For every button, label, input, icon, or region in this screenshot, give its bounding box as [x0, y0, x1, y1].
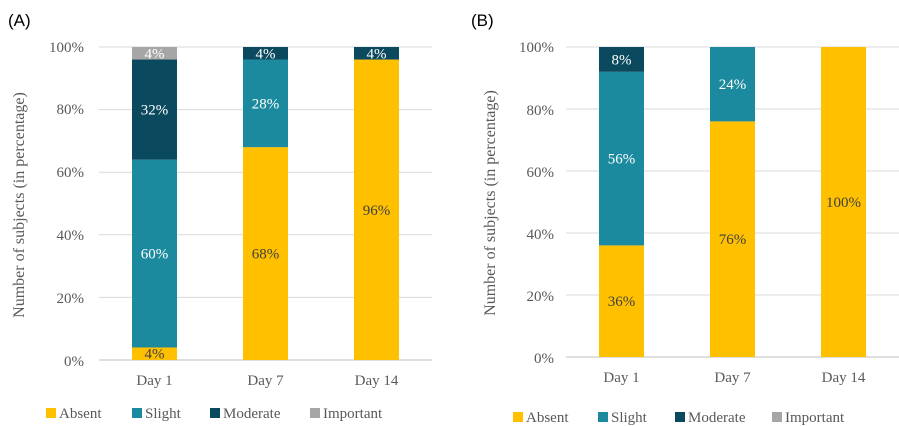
legend-swatch-important — [772, 412, 782, 422]
bar-absent-day-1 — [132, 347, 177, 360]
panel-a-label: (A) — [8, 11, 31, 30]
x-tick-label-day-7: Day 7 — [247, 373, 284, 389]
data-label-absent-day-7: 76% — [719, 232, 747, 248]
legend-swatch-important — [310, 408, 320, 418]
panel-a: (A) Number of subjects (in percentage) 0… — [8, 11, 432, 422]
panel-b-y-tick-labels: 0% 20% 40% 60% 80% 100% — [519, 40, 554, 367]
legend-label-slight: Slight — [145, 406, 182, 422]
legend-label-moderate: Moderate — [688, 410, 746, 426]
legend-label-important: Important — [785, 410, 845, 426]
bar-absent-day-7 — [710, 121, 755, 358]
data-label-slight-day-1: 60% — [141, 247, 169, 263]
panel-b: (B) Number of subjects (in percentage) 0… — [471, 11, 899, 426]
bar-absent-day-14 — [821, 47, 866, 357]
legend-label-absent: Absent — [59, 406, 102, 422]
panel-a-y-tick: 40% — [57, 228, 85, 244]
bar-slight-day-1 — [599, 71, 644, 246]
legend-label-absent: Absent — [526, 410, 569, 426]
panel-b-y-tick: 60% — [527, 165, 555, 181]
panel-b-y-tick: 100% — [519, 40, 554, 56]
x-tick-label-day-14: Day 14 — [822, 370, 866, 386]
x-tick-label-day-7: Day 7 — [714, 370, 751, 386]
bar-important-day-1 — [132, 47, 177, 60]
data-label-absent-day-14: 100% — [826, 195, 861, 211]
panel-a-y-tick: 100% — [49, 40, 84, 56]
data-label-absent-day-1: 4% — [145, 347, 165, 363]
panel-b-y-tick: 40% — [527, 227, 555, 243]
bar-absent-day-1 — [599, 245, 644, 357]
legend-swatch-absent — [513, 412, 523, 422]
panel-b-y-tick: 80% — [527, 103, 555, 119]
bar-absent-day-7 — [243, 147, 288, 360]
legend-swatch-slight — [598, 412, 608, 422]
panel-a-y-tick: 80% — [57, 102, 85, 118]
data-label-moderate-day-14: 4% — [367, 46, 387, 62]
bar-moderate-day-1 — [599, 47, 644, 72]
panel-a-y-tick: 20% — [57, 291, 85, 307]
bar-moderate-day-14 — [354, 47, 399, 60]
bar-moderate-day-1 — [132, 59, 177, 160]
legend-swatch-slight — [132, 408, 142, 418]
legend-swatch-moderate — [675, 412, 685, 422]
legend-swatch-absent — [46, 408, 56, 418]
legend-label-moderate: Moderate — [223, 406, 281, 422]
panel-b-plot-area: 36% 56% 8% Day 1 76% 24% Day 7 100% Day 14 — [566, 46, 899, 386]
data-label-moderate-day-1: 32% — [141, 103, 169, 119]
data-label-absent-day-1: 36% — [608, 294, 636, 310]
x-tick-label-day-1: Day 1 — [603, 370, 639, 386]
legend-label-important: Important — [323, 406, 383, 422]
bar-absent-day-14 — [354, 59, 399, 361]
data-label-slight-day-7: 28% — [252, 96, 280, 112]
bar-slight-day-7 — [710, 47, 755, 122]
data-label-absent-day-7: 68% — [252, 247, 280, 263]
bar-slight-day-7 — [243, 59, 288, 148]
x-tick-label-day-1: Day 1 — [136, 373, 172, 389]
panel-b-y-axis-label: Number of subjects (in percentage) — [482, 90, 499, 316]
bar-slight-day-1 — [132, 159, 177, 348]
x-tick-label-day-14: Day 14 — [355, 373, 399, 389]
bar-moderate-day-7 — [243, 47, 288, 60]
panel-a-legend: Absent Slight Moderate Important — [46, 406, 383, 422]
panel-b-y-tick: 0% — [534, 351, 554, 367]
panel-a-y-tick-labels: 0% 20% 40% 60% 80% 100% — [49, 40, 84, 370]
panel-a-y-tick: 0% — [64, 354, 84, 370]
data-label-important-day-1: 4% — [145, 46, 165, 62]
data-label-moderate-day-7: 4% — [256, 46, 276, 62]
panel-b-label: (B) — [471, 11, 494, 30]
legend-swatch-moderate — [210, 408, 220, 418]
panel-a-y-axis-label: Number of subjects (in percentage) — [11, 92, 28, 318]
legend-label-slight: Slight — [611, 410, 648, 426]
data-label-slight-day-7: 24% — [719, 77, 747, 93]
data-label-slight-day-1: 56% — [608, 152, 636, 168]
data-label-moderate-day-1: 8% — [612, 52, 632, 68]
data-label-absent-day-14: 96% — [363, 203, 391, 219]
panel-a-plot-area: 4% 60% 32% 4% Day 1 68% 28% 4% Day 7 96% 4% Day 14 — [99, 46, 432, 389]
panel-b-legend: Absent Slight Moderate Important — [513, 410, 845, 426]
panel-a-y-tick: 60% — [57, 165, 85, 181]
panel-b-y-tick: 20% — [527, 289, 555, 305]
